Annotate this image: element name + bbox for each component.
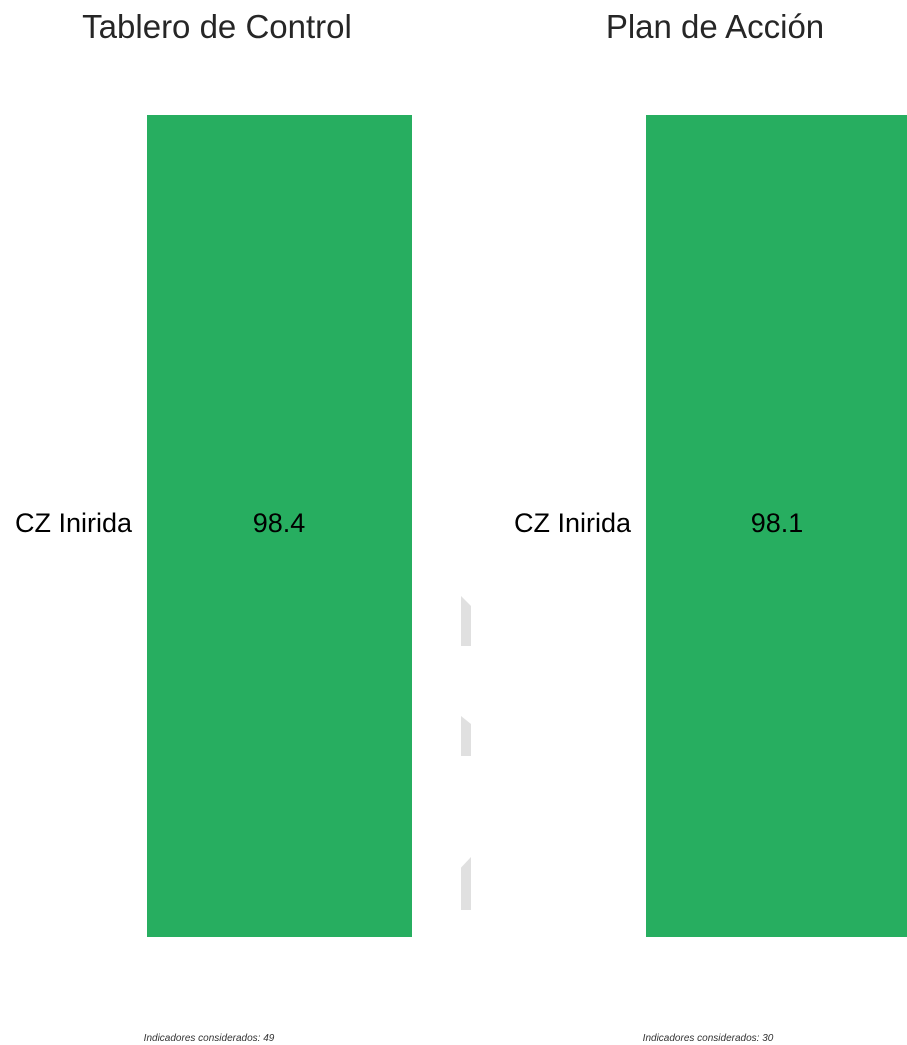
bar-value-label: 98.4 [252,508,306,538]
bar-value-label: 98.1 [750,508,804,538]
divider-mark [461,857,471,910]
bar-cz-inirida [147,115,412,937]
chart-plan-de-accion: Plan de Acción CZ Inirida 98.1 Indicador… [499,0,907,1045]
divider-mark [461,596,471,646]
chart-title: Tablero de Control [82,8,352,45]
category-label: CZ Inirida [513,508,631,538]
chart-title: Plan de Acción [605,8,825,45]
indicator-count-footnote: Indicadores considerados: 49 [143,1033,275,1044]
bar-cz-inirida [646,115,907,937]
category-label: CZ Inirida [14,508,132,538]
indicator-count-footnote: Indicadores considerados: 30 [642,1033,774,1044]
divider-mark [461,716,471,756]
chart-tablero-de-control: Tablero de Control CZ Inirida 98.4 Indic… [14,8,412,1044]
